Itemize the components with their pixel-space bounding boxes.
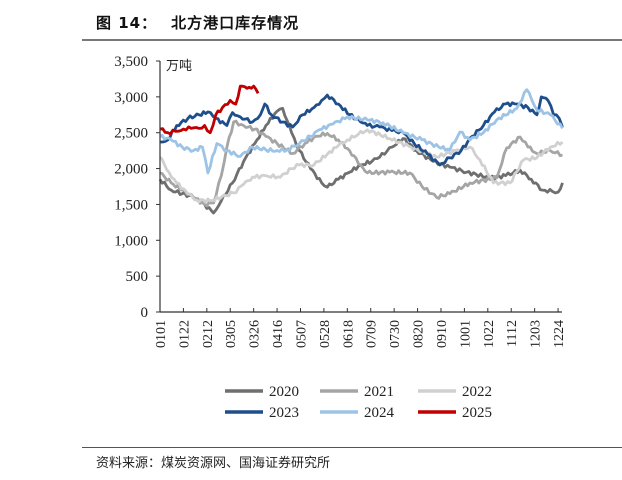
x-tick-label: 0507: [294, 320, 309, 348]
x-tick-label: 0910: [435, 320, 450, 348]
y-tick-label: 1,500: [114, 197, 148, 213]
figure-title-text: 北方港口库存情况: [171, 14, 300, 32]
legend: 2020 2021 2022 2023 2024 2025: [225, 384, 492, 421]
series-line-2021: [159, 119, 563, 208]
y-tick-label: 2,000: [114, 162, 148, 178]
series-line-2024: [159, 88, 564, 175]
header-divider: [82, 39, 622, 41]
series-lines: [158, 84, 564, 215]
legend-label-2023: 2023: [269, 405, 299, 421]
legend-label-2024: 2024: [364, 405, 395, 421]
legend-label-2025: 2025: [462, 405, 492, 421]
x-tick-label: 0101: [154, 320, 169, 348]
x-tick-label: 0730: [388, 320, 403, 348]
x-tick-label: 0709: [365, 320, 380, 348]
y-tick-label: 3,000: [114, 90, 148, 106]
x-tick-label: 1112: [505, 320, 520, 347]
x-tick-label: 1224: [552, 320, 567, 348]
source-note: 资料来源：煤炭资源网、国海证券研究所: [96, 456, 331, 471]
series-line-2025: [159, 84, 260, 136]
y-tick-label: 2,500: [114, 126, 148, 142]
y-tick-label: 0: [141, 305, 149, 321]
series-line-2023: [160, 93, 564, 167]
x-tick-label: 0122: [177, 320, 192, 348]
y-tick-label: 1,000: [114, 233, 148, 249]
y-axis-unit: 万吨: [166, 58, 192, 73]
axes: 0 500 1,000 1,500 2,000 2,500 3,000 3,500 0101 01…: [114, 54, 567, 348]
x-tick-label: 0820: [412, 320, 427, 348]
figure-number: 图 14：: [96, 14, 158, 32]
x-tick-label: 0618: [341, 320, 356, 348]
x-tick-label: 0416: [271, 320, 286, 348]
x-tick-label: 1203: [529, 320, 544, 348]
y-tick-label: 3,500: [114, 54, 148, 70]
legend-label-2020: 2020: [269, 384, 299, 400]
x-tick-label: 0326: [248, 320, 263, 348]
x-tick-label: 1001: [458, 320, 473, 348]
legend-label-2022: 2022: [462, 384, 492, 400]
y-tick-label: 500: [126, 269, 149, 285]
x-tick-label: 0528: [318, 320, 333, 348]
series-line-2022: [158, 128, 564, 204]
footer-divider: [82, 447, 622, 448]
x-tick-label: 0212: [201, 320, 216, 348]
x-tick-label: 0305: [224, 320, 239, 348]
legend-label-2021: 2021: [364, 384, 394, 400]
x-tick-label: 1022: [482, 320, 497, 348]
figure-title: 图 14： 北方港口库存情况: [96, 12, 299, 33]
